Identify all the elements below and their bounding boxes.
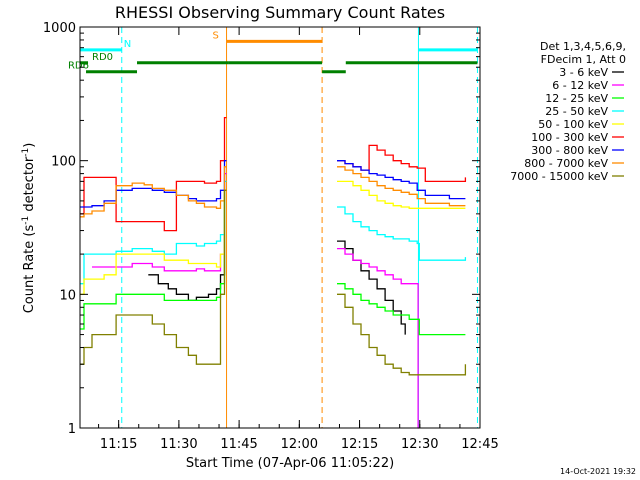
series-line: [337, 293, 467, 376]
series-line: [337, 160, 466, 200]
series-line: [337, 283, 466, 336]
series-line: [337, 206, 467, 261]
timestamp-footer: 14-Oct-2021 19:32: [560, 467, 636, 476]
chart-title: RHESSI Observing Summary Count Rates: [115, 3, 445, 22]
y-axis-label: Count Rate (s-1 detector-1): [21, 143, 37, 314]
series-line: [337, 180, 466, 209]
mode-bar-label: RD0: [92, 52, 113, 63]
plot-frame: [79, 26, 481, 429]
series-line: [80, 189, 227, 295]
legend-header: FDecim 1, Att 0: [541, 53, 626, 66]
legend-entry: 3 - 6 keV: [559, 66, 608, 79]
mode-bar-label: N: [124, 39, 131, 50]
legend-entry: 6 - 12 keV: [552, 79, 608, 92]
y-tick-label: 100: [51, 155, 76, 170]
y-tick-label: 1: [68, 422, 76, 437]
x-tick-label: 12:30: [401, 437, 438, 452]
y-tick-label: 1000: [43, 21, 76, 36]
x-axis-label: Start Time (07-Apr-06 11:05:22): [186, 456, 394, 471]
x-tick-label: 12:15: [341, 437, 378, 452]
series-line: [80, 116, 227, 232]
y-tick-label: 10: [59, 288, 76, 303]
legend-entry: 7000 - 15000 keV: [510, 170, 608, 183]
series-line: [80, 189, 227, 365]
legend-entry: 25 - 50 keV: [545, 105, 608, 118]
series-line: [337, 166, 466, 207]
legend: Det 1,3,4,5,6,9,FDecim 1, Att 03 - 6 keV…: [510, 40, 626, 183]
x-tick-label: 12:45: [461, 437, 498, 452]
x-tick-label: 11:15: [100, 437, 137, 452]
series-line: [337, 240, 406, 335]
legend-entry: 300 - 800 keV: [531, 144, 608, 157]
mode-bar-label: S: [212, 30, 218, 41]
series-line: [80, 160, 227, 208]
series-line: [80, 166, 227, 218]
legend-header: Det 1,3,4,5,6,9,: [540, 40, 626, 53]
series-line: [80, 180, 227, 285]
series-line: [80, 189, 227, 330]
x-tick-label: 11:30: [160, 437, 197, 452]
legend-entry: 12 - 25 keV: [545, 92, 608, 105]
x-tick-label: 12:00: [281, 437, 318, 452]
mode-bar-label: RD6: [68, 61, 89, 72]
x-tick-label: 11:45: [220, 437, 257, 452]
legend-entry: 50 - 100 keV: [538, 118, 608, 131]
axes: 11:15 11:30 11:45 12:00 12:15 12:30 12:45 1 10 10…: [43, 21, 499, 452]
legend-entry: 100 - 300 keV: [531, 131, 608, 144]
legend-entry: 800 - 7000 keV: [524, 157, 608, 170]
series-line: [337, 247, 420, 429]
